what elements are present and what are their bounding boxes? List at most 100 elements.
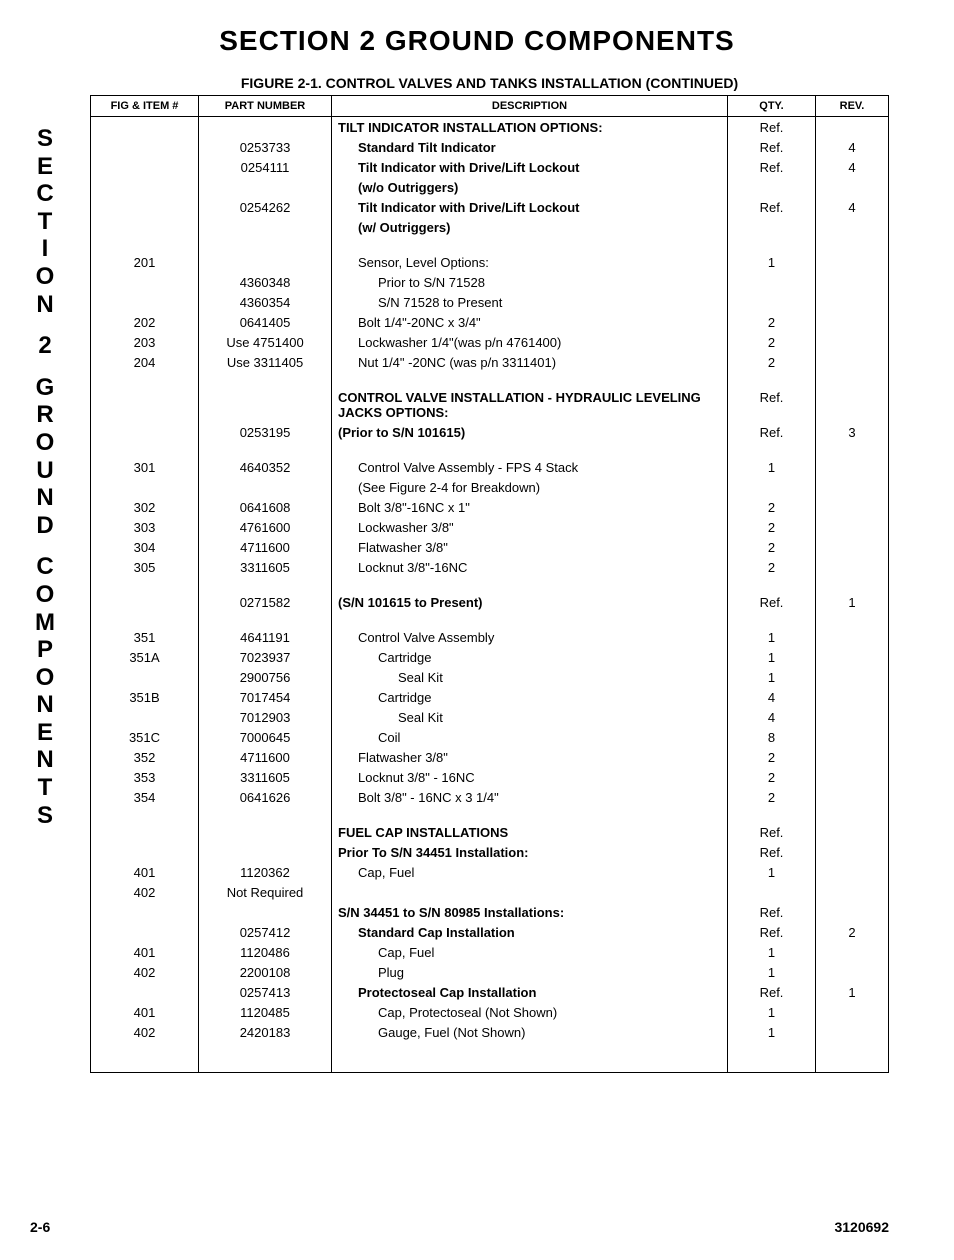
cell: [91, 922, 199, 942]
table-row: 0254262Tilt Indicator with Drive/Lift Lo…: [91, 197, 889, 217]
cell: Locknut 3/8"-16NC: [332, 557, 728, 577]
footer-left: 2-6: [30, 1219, 50, 1235]
sidebar-letter: P: [30, 636, 60, 664]
cell: 1120486: [199, 942, 332, 962]
cell: Sensor, Level Options:: [332, 252, 728, 272]
table-row: 3524711600Flatwasher 3/8"2: [91, 747, 889, 767]
table-row: Prior To S/N 34451 Installation:Ref.: [91, 842, 889, 862]
cell: Ref.: [728, 422, 816, 442]
cell: 402: [91, 1022, 199, 1042]
cell: Seal Kit: [332, 707, 728, 727]
cell: 1: [728, 862, 816, 882]
cell: 4641191: [199, 627, 332, 647]
table-row: 0271582(S/N 101615 to Present)Ref.1: [91, 592, 889, 612]
table-row: 0253733Standard Tilt IndicatorRef.4: [91, 137, 889, 157]
table-row: 7012903Seal Kit4: [91, 707, 889, 727]
cell: 401: [91, 1002, 199, 1022]
cell: Flatwasher 3/8": [332, 747, 728, 767]
table-row: [91, 1057, 889, 1073]
table-row: [91, 237, 889, 252]
cell: 4: [816, 197, 889, 217]
cell: 1: [728, 667, 816, 687]
table-row: 3514641191Control Valve Assembly1: [91, 627, 889, 647]
sidebar-letter: E: [30, 719, 60, 747]
sidebar-letter: N: [30, 746, 60, 774]
table-row: 3533311605Locknut 3/8" - 16NC2: [91, 767, 889, 787]
cell: [816, 822, 889, 842]
cell: [816, 882, 889, 902]
table-row: 4011120486Cap, Fuel1: [91, 942, 889, 962]
cell: [199, 117, 332, 138]
cell: [816, 747, 889, 767]
cell: 2: [728, 747, 816, 767]
table-row: 4022420183Gauge, Fuel (Not Shown)1: [91, 1022, 889, 1042]
cell: [91, 157, 199, 177]
cell: [816, 457, 889, 477]
cell: 3311605: [199, 557, 332, 577]
table-row: 2020641405Bolt 1/4"-20NC x 3/4"2: [91, 312, 889, 332]
sidebar-letter: E: [30, 153, 60, 181]
cell: Ref.: [728, 592, 816, 612]
sidebar-letter: S: [30, 125, 60, 153]
page-footer: 2-6 3120692: [30, 1219, 889, 1235]
cell: [816, 727, 889, 747]
cell: [816, 667, 889, 687]
cell: Protectoseal Cap Installation: [332, 982, 728, 1002]
cell: [816, 332, 889, 352]
cell: S/N 71528 to Present: [332, 292, 728, 312]
table-row: CONTROL VALVE INSTALLATION - HYDRAULIC L…: [91, 387, 889, 422]
table-row: 351C7000645Coil8: [91, 727, 889, 747]
cell: [728, 477, 816, 497]
cell: 4: [816, 157, 889, 177]
cell: [91, 422, 199, 442]
cell: 401: [91, 862, 199, 882]
table-row: [91, 612, 889, 627]
cell: [816, 252, 889, 272]
cell: Ref.: [728, 822, 816, 842]
sidebar-letter: C: [30, 180, 60, 208]
sidebar-letter: U: [30, 457, 60, 485]
cell: Ref.: [728, 387, 816, 422]
cell: Nut 1/4" -20NC (was p/n 3311401): [332, 352, 728, 372]
cell: [91, 477, 199, 497]
cell: 353: [91, 767, 199, 787]
cell: Locknut 3/8" - 16NC: [332, 767, 728, 787]
cell: 4: [728, 707, 816, 727]
table-row: 351B7017454Cartridge4: [91, 687, 889, 707]
cell: Ref.: [728, 157, 816, 177]
cell: Tilt Indicator with Drive/Lift Lockout: [332, 157, 728, 177]
sidebar-letter: O: [30, 581, 60, 609]
cell: [816, 862, 889, 882]
cell: [91, 197, 199, 217]
cell: Cartridge: [332, 687, 728, 707]
cell: [816, 477, 889, 497]
sidebar-letter: O: [30, 664, 60, 692]
cell: [816, 272, 889, 292]
cell: [91, 117, 199, 138]
cell: 2: [816, 922, 889, 942]
section-sidebar: SECTION2GROUNDCOMPONENTS: [30, 125, 60, 829]
cell: 351C: [91, 727, 199, 747]
table-row: [91, 1042, 889, 1057]
cell: 1120362: [199, 862, 332, 882]
cell: 1: [728, 962, 816, 982]
cell: Lockwasher 3/8": [332, 517, 728, 537]
cell: [332, 882, 728, 902]
cell: 0257412: [199, 922, 332, 942]
cell: [816, 217, 889, 237]
cell: 352: [91, 747, 199, 767]
cell: 203: [91, 332, 199, 352]
cell: 0253195: [199, 422, 332, 442]
cell: 351B: [91, 687, 199, 707]
table-row: [91, 807, 889, 822]
cell: 354: [91, 787, 199, 807]
cell: [91, 217, 199, 237]
cell: [199, 842, 332, 862]
cell: 402: [91, 882, 199, 902]
table-row: 351A7023937Cartridge1: [91, 647, 889, 667]
cell: Ref.: [728, 117, 816, 138]
sidebar-letter: I: [30, 235, 60, 263]
cell: [728, 272, 816, 292]
sidebar-letter: O: [30, 429, 60, 457]
cell: [728, 292, 816, 312]
